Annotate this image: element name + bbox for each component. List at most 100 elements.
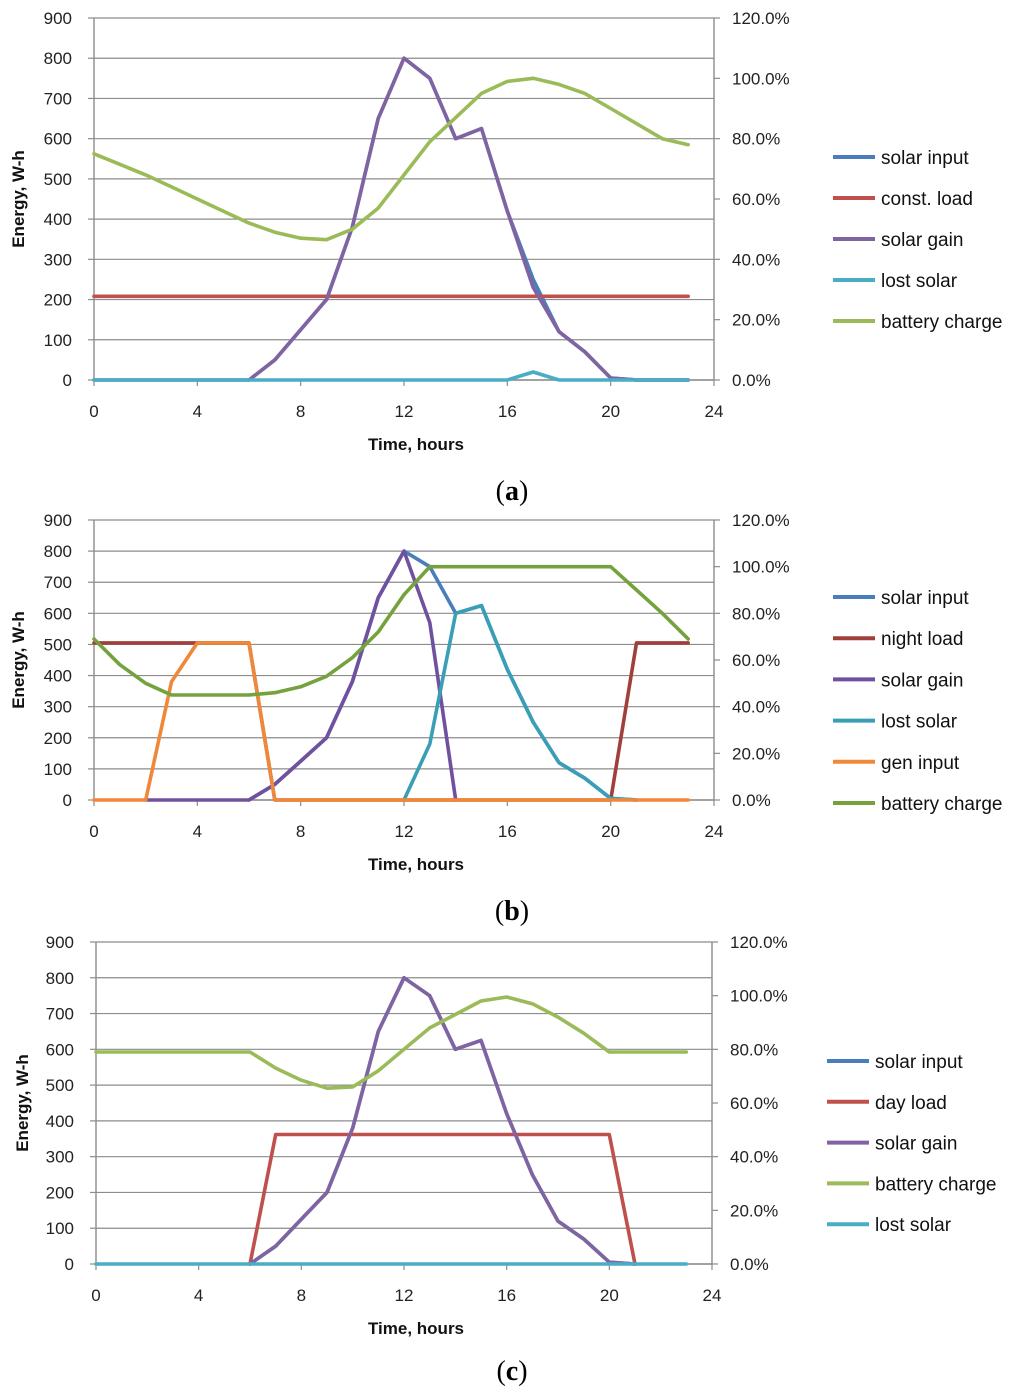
legend-label: gen input: [881, 753, 960, 774]
y2-tick-label: 120.0%: [732, 511, 790, 530]
x-tick-label: 8: [296, 402, 305, 421]
x-tick-label: 20: [600, 1286, 619, 1305]
y-tick-label: 0: [63, 371, 72, 390]
series-line-day-load: [248, 1132, 637, 1266]
y-tick-label: 400: [44, 210, 72, 229]
legend-label: battery charge: [881, 312, 1002, 333]
y2-tick-label: 80.0%: [732, 130, 780, 149]
x-tick-label: 16: [497, 1286, 516, 1305]
legend-label: solar gain: [881, 230, 963, 251]
y-tick-label: 200: [44, 291, 72, 310]
y-tick-label: 700: [46, 1005, 74, 1024]
series-line-lost-solar: [402, 603, 639, 802]
y-tick-label: 600: [44, 604, 72, 623]
legend-label: lost solar: [875, 1215, 952, 1236]
y2-tick-label: 40.0%: [732, 250, 780, 269]
x-tick-label: 12: [395, 1286, 414, 1305]
legend-label: solar gain: [881, 670, 963, 691]
y2-tick-label: 100.0%: [732, 69, 790, 88]
series-line-battery-charge: [92, 564, 691, 697]
chart-panel-b: 01002003004005006007008009000.0%20.0%40.…: [9, 511, 1002, 927]
x-axis-title: Time, hours: [368, 855, 464, 874]
y-tick-label: 500: [44, 170, 72, 189]
y-tick-label: 700: [44, 89, 72, 108]
x-tick-label: 8: [296, 822, 305, 841]
y-tick-label: 400: [46, 1112, 74, 1131]
y-tick-label: 100: [44, 331, 72, 350]
y-tick-label: 500: [46, 1076, 74, 1095]
y2-tick-label: 40.0%: [732, 698, 780, 717]
legend-label: battery charge: [875, 1174, 996, 1195]
y2-tick-label: 0.0%: [732, 371, 771, 390]
y2-tick-label: 120.0%: [730, 933, 788, 952]
x-axis-title: Time, hours: [368, 1319, 464, 1338]
y-tick-label: 400: [44, 667, 72, 686]
legend-label: battery charge: [881, 794, 1002, 815]
series-line-lost-solar: [92, 370, 691, 382]
y-tick-label: 200: [46, 1183, 74, 1202]
x-tick-label: 20: [601, 402, 620, 421]
series-line-solar-gain: [143, 549, 458, 802]
x-tick-label: 4: [194, 1286, 203, 1305]
panel-label: (b): [495, 896, 529, 927]
chart-panel-a: 01002003004005006007008009000.0%20.0%40.…: [9, 9, 1002, 507]
legend-label: solar input: [881, 148, 969, 169]
chart-panel-c: 01002003004005006007008009000.0%20.0%40.…: [13, 933, 996, 1387]
y2-tick-label: 100.0%: [730, 987, 788, 1006]
panel-letter: a: [505, 476, 519, 507]
y-tick-label: 300: [44, 250, 72, 269]
x-tick-label: 8: [297, 1286, 306, 1305]
y-axis-title: Energy, W-h: [13, 1054, 32, 1152]
y-tick-label: 500: [44, 635, 72, 654]
panel-letter: b: [504, 896, 520, 927]
x-axis-title: Time, hours: [368, 435, 464, 454]
legend-label: const. load: [881, 189, 973, 210]
y-tick-label: 800: [46, 969, 74, 988]
x-tick-label: 16: [498, 402, 517, 421]
y-tick-label: 300: [46, 1148, 74, 1167]
y-tick-label: 0: [63, 791, 72, 810]
y-tick-label: 200: [44, 729, 72, 748]
x-tick-label: 4: [193, 822, 202, 841]
y2-tick-label: 60.0%: [732, 651, 780, 670]
panel-letter: c: [506, 1356, 518, 1387]
series-line-battery-charge: [94, 995, 689, 1090]
y-tick-label: 100: [46, 1219, 74, 1238]
y-tick-label: 900: [44, 9, 72, 28]
y2-tick-label: 0.0%: [732, 791, 771, 810]
x-tick-label: 4: [193, 402, 202, 421]
x-tick-label: 12: [395, 402, 414, 421]
y2-tick-label: 80.0%: [730, 1040, 778, 1059]
y2-tick-label: 60.0%: [732, 190, 780, 209]
series-line-gen-input: [92, 641, 691, 802]
y-tick-label: 600: [46, 1040, 74, 1059]
x-tick-label: 0: [89, 402, 98, 421]
y-tick-label: 100: [44, 760, 72, 779]
y-tick-label: 700: [44, 573, 72, 592]
y-tick-label: 800: [44, 49, 72, 68]
legend-label: night load: [881, 629, 963, 650]
x-tick-label: 24: [703, 1286, 722, 1305]
panel-label: (a): [496, 476, 529, 507]
y2-tick-label: 120.0%: [732, 9, 790, 28]
x-tick-label: 0: [89, 822, 98, 841]
y-tick-label: 900: [44, 511, 72, 530]
legend-label: solar input: [881, 588, 969, 609]
x-tick-label: 0: [91, 1286, 100, 1305]
legend-label: solar input: [875, 1052, 963, 1073]
y2-tick-label: 20.0%: [730, 1201, 778, 1220]
y2-tick-label: 20.0%: [732, 744, 780, 763]
legend-label: day load: [875, 1093, 947, 1114]
legend: solar input const. load solar gain lost sol…: [833, 148, 1002, 333]
y2-tick-label: 100.0%: [732, 558, 790, 577]
panel-label: (c): [496, 1356, 527, 1387]
y2-tick-label: 20.0%: [732, 311, 780, 330]
legend-label: lost solar: [881, 712, 958, 733]
x-tick-label: 24: [705, 822, 724, 841]
y2-tick-label: 0.0%: [730, 1255, 769, 1274]
x-tick-label: 24: [705, 402, 724, 421]
x-tick-label: 16: [498, 822, 517, 841]
y-tick-label: 600: [44, 130, 72, 149]
legend-label: lost solar: [881, 271, 958, 292]
